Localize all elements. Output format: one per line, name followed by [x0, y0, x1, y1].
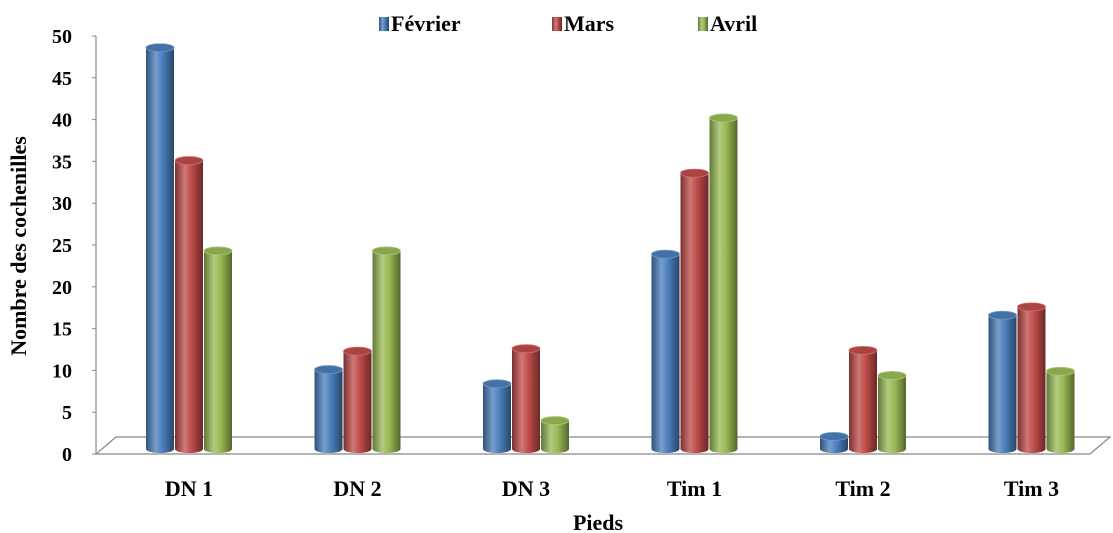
legend-swatch	[552, 17, 562, 31]
bar-dn-3-mars	[511, 344, 541, 453]
bar-body	[1046, 371, 1075, 453]
bar-top	[145, 43, 175, 53]
bar-top	[203, 246, 233, 256]
bar-top	[651, 249, 680, 259]
bar-top	[372, 246, 401, 256]
bar-tim-2-mars	[848, 345, 878, 453]
bar-body	[204, 250, 232, 453]
bar-top	[482, 379, 512, 389]
y-tick-label-30: 30	[52, 193, 72, 215]
bar-body	[314, 369, 343, 453]
y-tick-label-15: 15	[52, 319, 72, 341]
y-axis-title: Nombre des cochenilles	[6, 136, 31, 356]
x-tick-label-tim-1: Tim 1	[667, 476, 722, 501]
bar-body	[343, 351, 372, 453]
bar-top	[1046, 366, 1075, 376]
bar-body	[512, 348, 540, 453]
legend-swatch	[379, 17, 389, 31]
bar-dn-3-avril	[540, 416, 570, 453]
bar-top	[709, 113, 738, 123]
bar-tim-3-mars	[1017, 302, 1046, 453]
bar-body	[878, 375, 906, 453]
bar-body	[372, 250, 401, 453]
bar-top	[877, 371, 907, 380]
legend-item-mars: Mars	[552, 11, 615, 36]
bar-tim-2-fevrier	[819, 432, 849, 453]
y-tick-label-0: 0	[62, 444, 72, 466]
bar-top	[343, 346, 372, 356]
bar-tim-2-avril	[877, 371, 907, 453]
bar-dn-1-fevrier	[145, 43, 175, 453]
bar-tim-3-fevrier	[988, 310, 1017, 453]
bar-body	[680, 173, 709, 453]
x-tick-label-tim-3: Tim 3	[1004, 476, 1059, 501]
bar-top	[680, 168, 709, 178]
chart-floor	[94, 436, 1112, 455]
legend-label: Mars	[564, 11, 615, 36]
y-tick-label-40: 40	[52, 110, 72, 132]
bar-body	[1017, 306, 1046, 453]
bar-top	[540, 416, 570, 425]
bar-dn-3-fevrier	[482, 379, 512, 453]
x-axis-categories: DN 1 DN 2 DN 3 Tim 1 Tim 2 Tim 3	[165, 476, 1059, 501]
bar-dn-2-mars	[343, 346, 372, 453]
bar-top	[314, 365, 343, 374]
bars-group	[145, 43, 1075, 453]
y-tick-label-35: 35	[52, 151, 72, 173]
legend: Février Mars Avril	[379, 11, 757, 36]
x-axis-title: Pieds	[573, 510, 624, 533]
legend-item-avril: Avril	[698, 11, 757, 36]
bar-body	[146, 47, 174, 453]
legend-swatch	[698, 17, 708, 31]
legend-label: Février	[391, 11, 461, 36]
x-tick-label-dn-1: DN 1	[165, 476, 213, 501]
y-tick-label-10: 10	[52, 360, 72, 382]
bar-body	[849, 350, 877, 453]
bar-dn-2-avril	[372, 246, 401, 453]
bar-top	[988, 310, 1017, 320]
legend-item-fevrier: Février	[379, 11, 461, 36]
y-axis-ticks: 0 5 10 15 20 25 30 35 40 45 50	[52, 26, 96, 466]
bar-tim-1-fevrier	[651, 249, 680, 453]
y-tick-label-45: 45	[52, 68, 72, 90]
y-tick-label-20: 20	[52, 277, 72, 299]
bar-top	[174, 156, 204, 165]
bar-top	[511, 344, 541, 354]
bar-dn-1-mars	[174, 156, 204, 453]
bar-tim-3-avril	[1046, 366, 1075, 453]
x-tick-label-dn-3: DN 3	[502, 476, 550, 501]
legend-label: Avril	[710, 11, 757, 36]
bar-body	[483, 383, 511, 453]
bar-body	[175, 160, 203, 453]
x-tick-label-dn-2: DN 2	[333, 476, 381, 501]
bar-body	[541, 420, 569, 453]
bar-tim-1-avril	[709, 113, 738, 453]
x-tick-label-tim-2: Tim 2	[835, 476, 890, 501]
bar-top	[819, 432, 849, 441]
bar-body	[820, 436, 848, 453]
y-tick-label-5: 5	[62, 402, 72, 424]
bar-body	[988, 315, 1017, 453]
bar-body	[709, 117, 738, 453]
bar-dn-1-avril	[203, 246, 233, 453]
y-tick-label-50: 50	[52, 26, 72, 48]
bar-top	[1017, 302, 1046, 312]
bar-top	[848, 345, 878, 355]
y-tick-label-25: 25	[52, 235, 72, 257]
bar-dn-2-fevrier	[314, 365, 343, 453]
bar-tim-1-mars	[680, 168, 709, 453]
bar-body	[651, 254, 680, 453]
